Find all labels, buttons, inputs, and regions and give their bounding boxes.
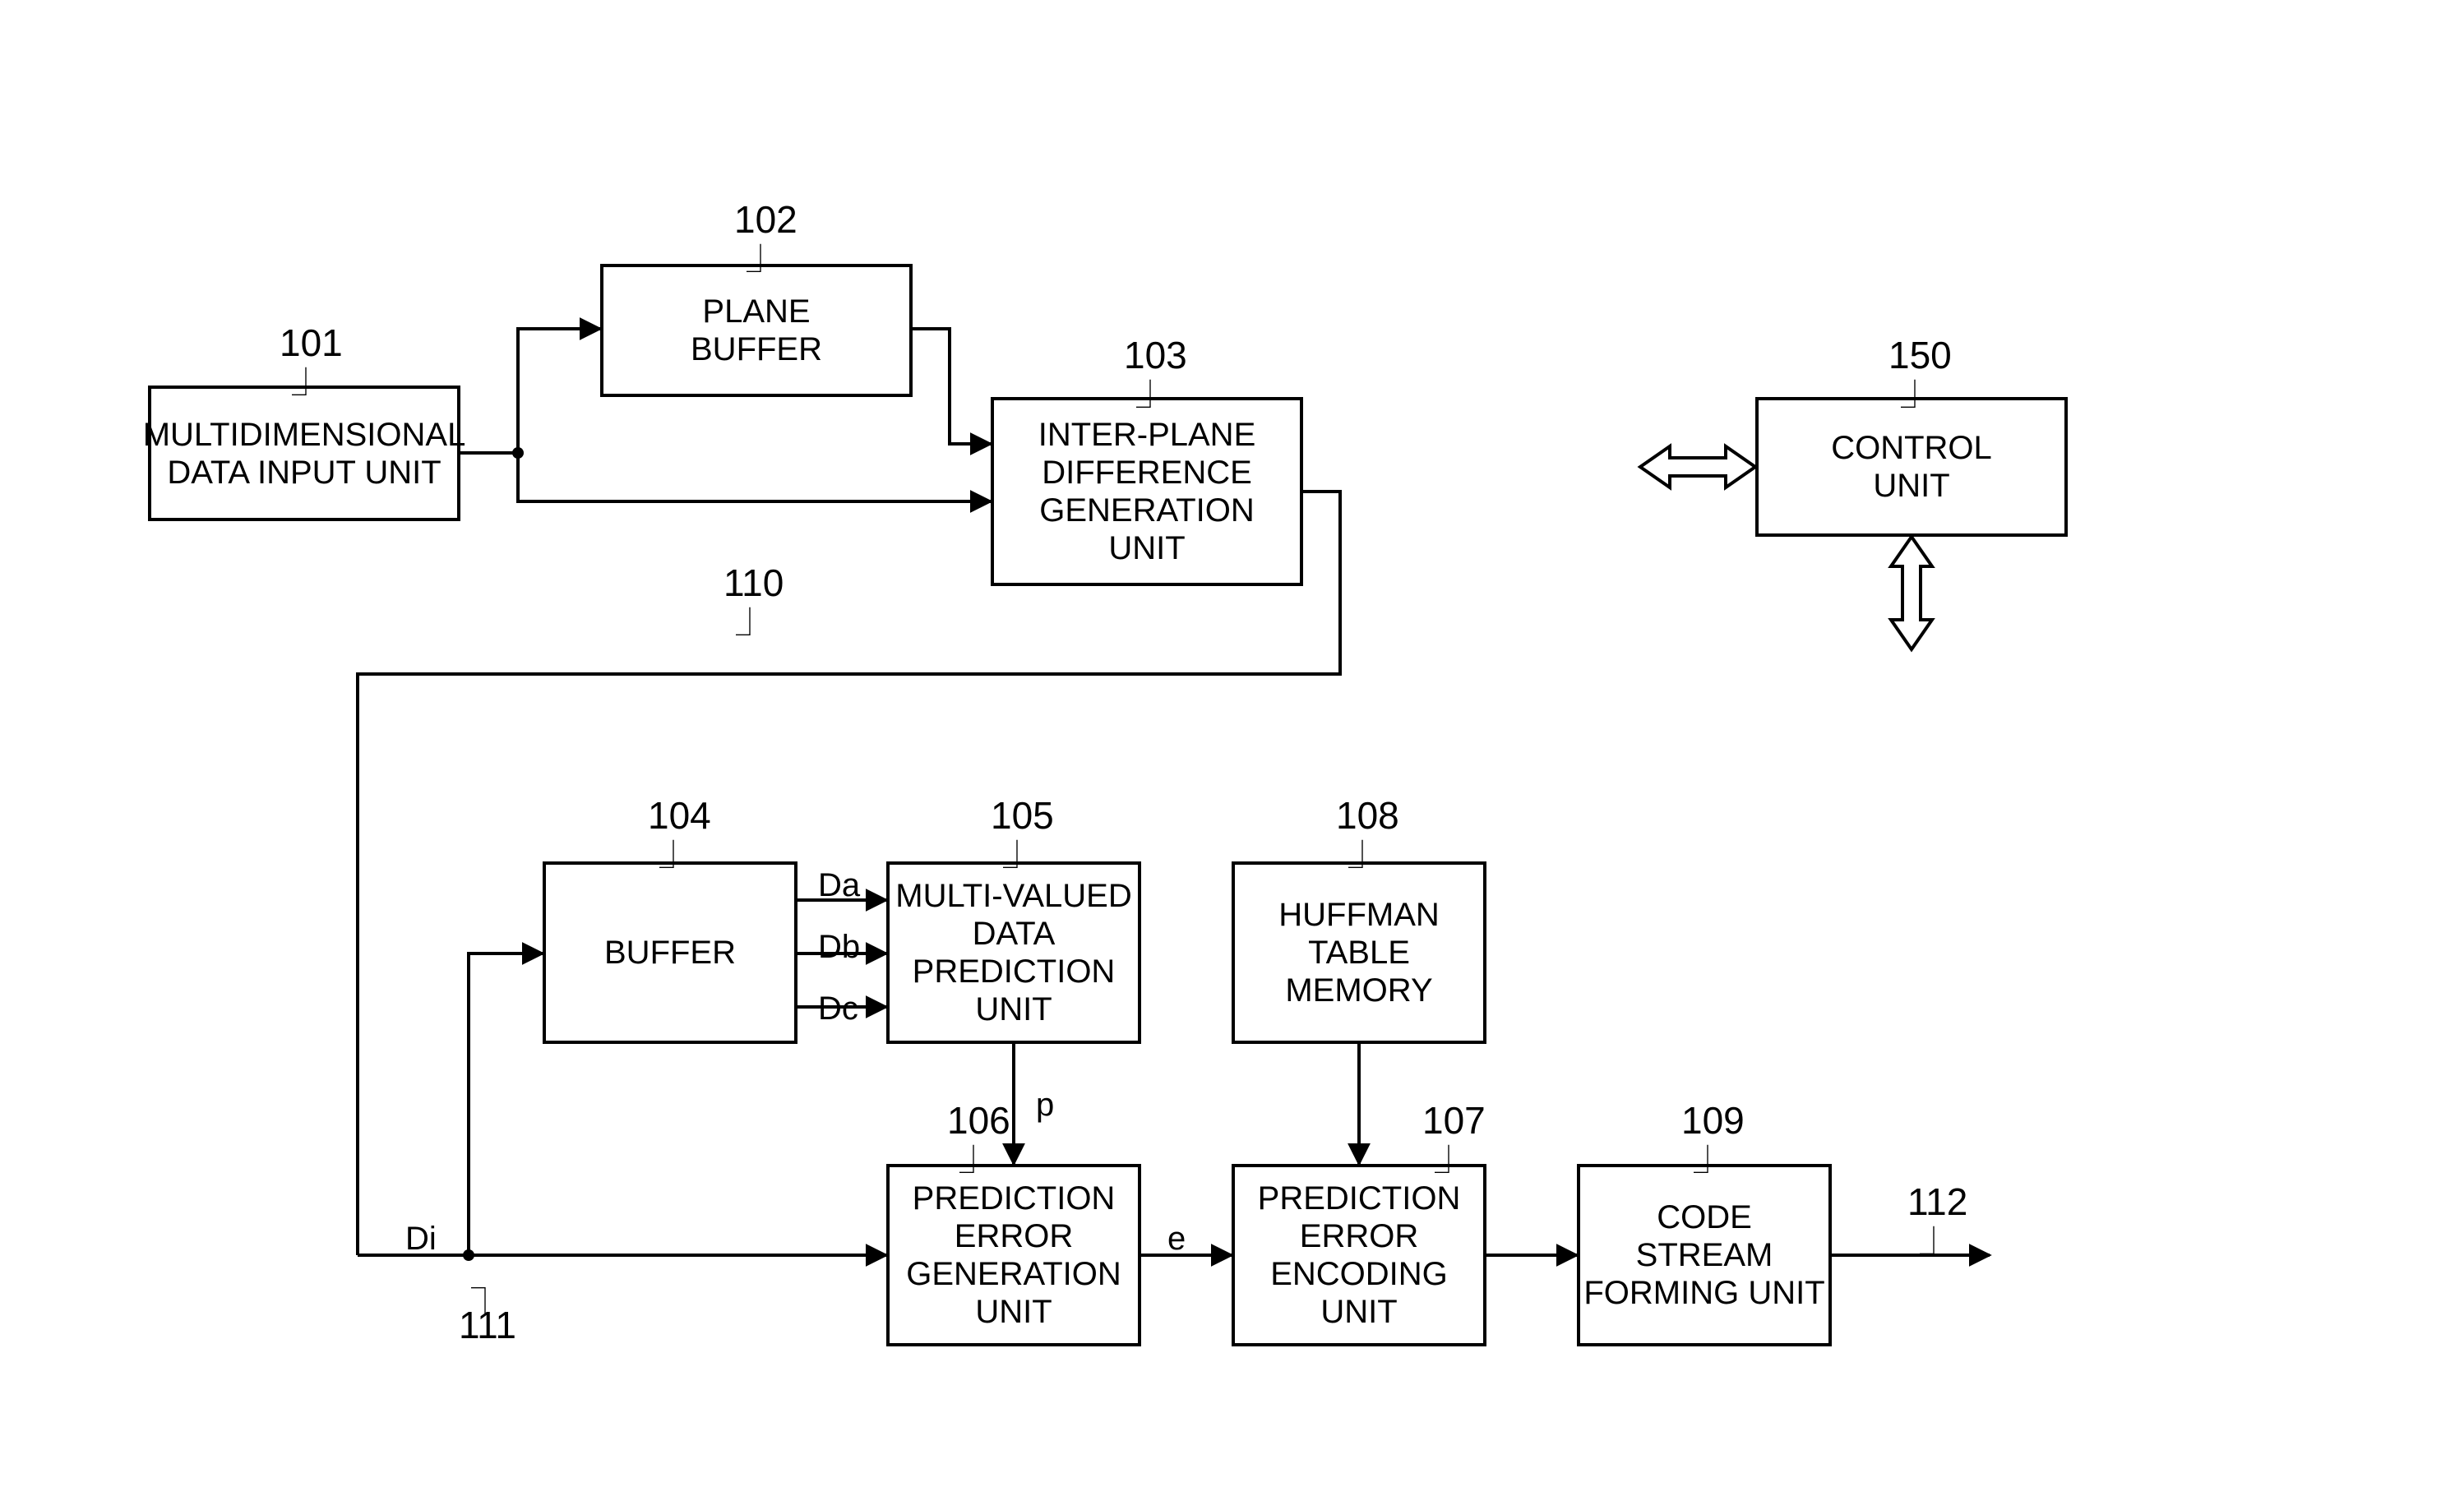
double-arrow-h bbox=[1640, 446, 1755, 487]
wire-ref-112: 112 bbox=[1907, 1180, 1967, 1224]
ref-b105: 105 bbox=[991, 793, 1054, 838]
edge-1 bbox=[518, 329, 600, 453]
junction-1 bbox=[463, 1249, 474, 1261]
ref-tick-b105: ⏌ bbox=[1003, 833, 1031, 873]
block-b103: INTER-PLANEDIFFERENCEGENERATIONUNIT bbox=[991, 397, 1303, 586]
ref-b101: 101 bbox=[280, 321, 343, 365]
edge-label-Db: Db bbox=[818, 929, 860, 966]
edge-label-Dc: Dc bbox=[818, 990, 858, 1027]
edge-label-Da: Da bbox=[818, 867, 860, 904]
ref-tick-b101: ⏌ bbox=[292, 360, 320, 400]
ref-b106: 106 bbox=[947, 1098, 1010, 1143]
ref-b150: 150 bbox=[1888, 333, 1952, 377]
ref-tick-b102: ⏌ bbox=[747, 237, 774, 277]
block-b108: HUFFMANTABLEMEMORY bbox=[1232, 861, 1486, 1044]
wire-ref-110: 110 bbox=[723, 561, 784, 605]
ref-b104: 104 bbox=[648, 793, 711, 838]
edge-label-e: e bbox=[1167, 1221, 1186, 1258]
ref-tick-b108: ⏌ bbox=[1348, 833, 1376, 873]
block-b150: CONTROLUNIT bbox=[1755, 397, 2068, 537]
ref-tick-b150: ⏌ bbox=[1901, 372, 1929, 413]
block-b101: MULTIDIMENSIONALDATA INPUT UNIT bbox=[148, 386, 460, 521]
edge-3 bbox=[913, 329, 991, 444]
block-b107: PREDICTIONERRORENCODING UNIT bbox=[1232, 1164, 1486, 1346]
ref-tick-b103: ⏌ bbox=[1136, 372, 1164, 413]
edge-label-p: p bbox=[1036, 1087, 1054, 1124]
ref-b102: 102 bbox=[734, 197, 797, 242]
block-b104: BUFFER bbox=[543, 861, 797, 1044]
block-b109: CODESTREAMFORMING UNIT bbox=[1577, 1164, 1832, 1346]
wire-tick-111: ⏋ bbox=[471, 1280, 499, 1320]
junction-0 bbox=[512, 447, 524, 459]
edge-label-Di: Di bbox=[405, 1221, 437, 1258]
diagram-canvas: MULTIDIMENSIONALDATA INPUT UNIT101⏌PLANE… bbox=[0, 0, 2464, 1496]
ref-b107: 107 bbox=[1422, 1098, 1486, 1143]
ref-b108: 108 bbox=[1336, 793, 1399, 838]
block-b102: PLANEBUFFER bbox=[600, 264, 913, 397]
wire-tick-110: ⏌ bbox=[736, 600, 764, 640]
ref-b103: 103 bbox=[1124, 333, 1187, 377]
wire-tick-112: ⏌ bbox=[1920, 1219, 1948, 1259]
ref-tick-b109: ⏌ bbox=[1694, 1138, 1722, 1178]
ref-tick-b104: ⏌ bbox=[659, 833, 687, 873]
ref-b109: 109 bbox=[1681, 1098, 1745, 1143]
edge-2 bbox=[518, 453, 991, 501]
double-arrow-v bbox=[1891, 537, 1932, 649]
edge-6 bbox=[469, 953, 543, 1255]
ref-tick-b107: ⏌ bbox=[1435, 1138, 1463, 1178]
ref-tick-b106: ⏌ bbox=[959, 1138, 987, 1178]
block-b105: MULTI-VALUEDDATAPREDICTIONUNIT bbox=[886, 861, 1141, 1044]
block-b106: PREDICTIONERRORGENERATIONUNIT bbox=[886, 1164, 1141, 1346]
